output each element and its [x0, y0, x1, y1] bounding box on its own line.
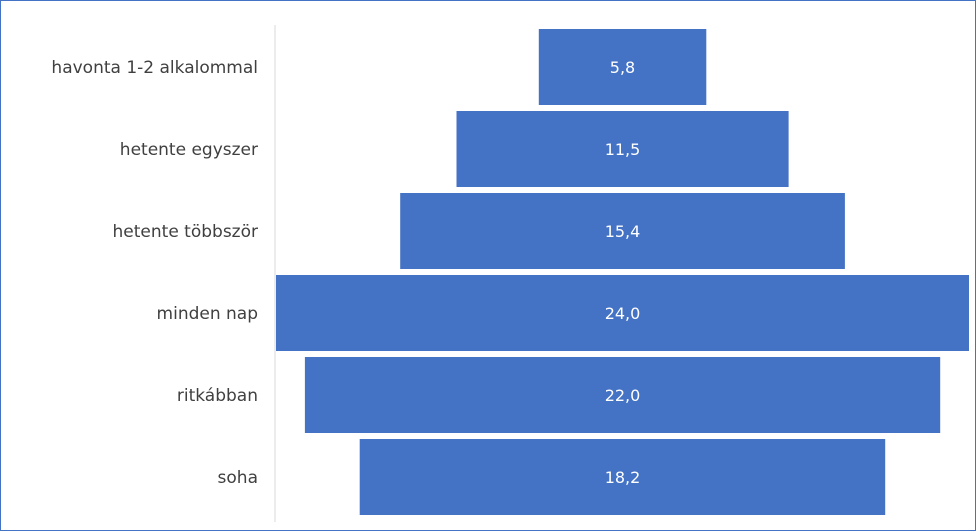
- bar: [400, 193, 845, 269]
- bar: [359, 439, 886, 515]
- bar-value-label: 24,0: [605, 304, 641, 323]
- category-labels-layer: havonta 1-2 alkalommal hetente egyszer het…: [51, 58, 258, 488]
- bar: [304, 357, 941, 433]
- category-label: minden nap: [157, 304, 258, 324]
- category-label: ritkábban: [177, 386, 258, 406]
- bar: [538, 29, 707, 105]
- bar-value-label: 11,5: [605, 140, 641, 159]
- category-label: havonta 1-2 alkalommal: [51, 58, 258, 78]
- bar-value-label: 15,4: [605, 222, 641, 241]
- bar-value-label: 5,8: [610, 58, 635, 77]
- category-label: soha: [218, 468, 258, 488]
- bar-value-label: 22,0: [605, 386, 641, 405]
- bar: [276, 275, 969, 351]
- category-label: hetente egyszer: [120, 140, 258, 160]
- bar: [456, 111, 789, 187]
- category-label: hetente többször: [113, 222, 258, 242]
- bars-layer: 5,8 11,5 15,4 24,0 22,0 18,2: [276, 29, 969, 515]
- bar-value-label: 18,2: [605, 468, 641, 487]
